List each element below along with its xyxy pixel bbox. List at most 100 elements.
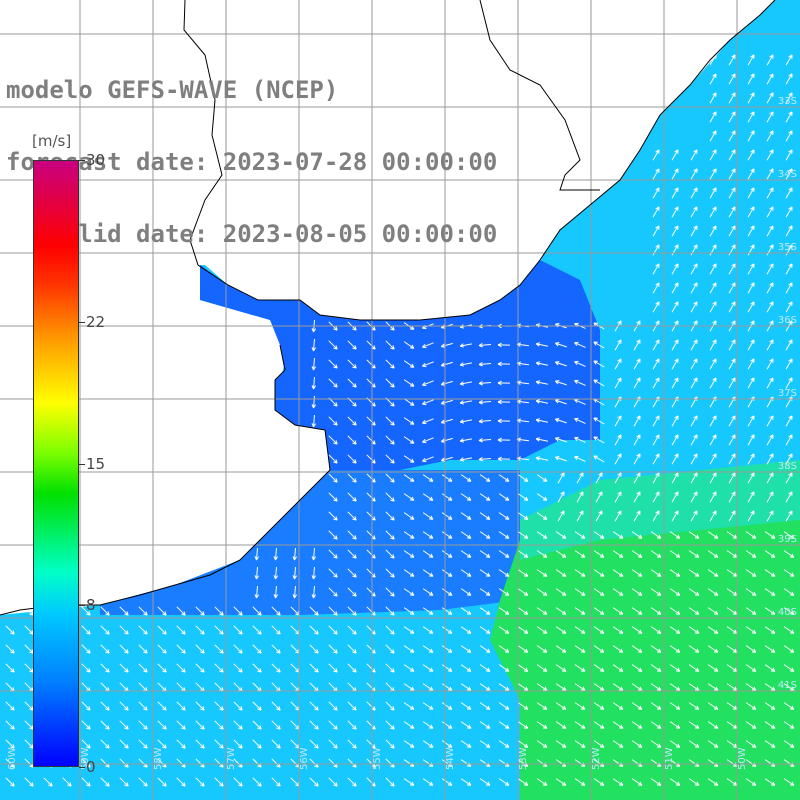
wind-arrow [614,510,622,522]
wind-arrow [766,377,774,389]
wind-arrow [252,625,262,635]
valid-date: valid date: 2023-08-05 00:00:00 [6,220,498,248]
longitude-label: 52W [591,747,602,770]
wind-arrow [460,569,472,577]
wind-arrow [574,759,586,767]
wind-arrow [535,342,549,347]
wind-arrow [347,606,357,616]
wind-arrow [328,454,338,464]
wind-arrow [292,585,298,599]
wind-arrow [254,547,260,561]
wind-arrow [709,472,717,484]
wind-arrow [574,721,586,729]
wind-arrow [422,778,434,786]
wind-arrow [422,645,434,653]
wind-arrow [328,492,338,502]
wind-arrow [728,453,736,465]
wind-arrow [766,73,774,85]
wind-arrow [517,512,529,520]
wind-arrow [176,777,186,787]
wind-arrow [690,510,698,522]
wind-arrow [671,491,679,503]
wind-arrow [557,510,565,522]
wind-arrow [671,187,679,199]
wind-arrow [498,778,510,786]
wind-arrow [5,739,15,749]
wind-arrow [517,664,529,672]
wind-arrow [517,702,529,710]
wind-arrow [747,453,755,465]
wind-arrow [311,452,317,466]
forecast-date: forecast date: 2023-07-28 00:00:00 [6,148,498,176]
wind-arrow [652,282,660,294]
wind-arrow [785,301,793,313]
wind-arrow [157,663,167,673]
longitude-label: 55W [372,747,383,770]
wind-arrow [497,380,511,386]
wind-arrow [709,301,717,313]
wind-arrow [441,759,453,767]
wind-arrow [593,569,605,577]
wind-arrow [422,399,434,406]
wind-arrow [536,569,548,577]
wind-arrow [783,550,795,558]
wind-arrow [783,683,795,691]
wind-arrow [688,607,700,615]
wind-arrow [709,339,717,351]
wind-arrow [328,549,338,559]
wind-arrow [747,377,755,389]
wind-arrow [671,434,679,446]
latitude-label: 36S [778,315,797,326]
wind-arrow [555,569,567,577]
latitude-label: 39S [778,534,797,545]
wind-arrow [633,510,641,522]
wind-arrow [593,664,605,672]
wind-arrow [195,739,205,749]
wind-arrow [385,549,395,559]
wind-arrow [650,645,662,653]
wind-arrow [783,759,795,767]
wind-arrow [347,720,357,730]
wind-arrow [593,436,605,444]
wind-arrow [176,606,186,616]
wind-arrow [422,380,434,387]
longitude-label: 57W [226,747,237,770]
wind-arrow [498,683,510,691]
wind-arrow [652,510,660,522]
wind-arrow [688,645,700,653]
wind-arrow [574,531,586,539]
wind-arrow [328,530,338,540]
wind-arrow [536,664,548,672]
wind-arrow [709,73,717,85]
wind-arrow [157,606,167,616]
wind-arrow [403,664,415,672]
wind-arrow [328,416,338,426]
wind-arrow [100,663,110,673]
wind-arrow [403,512,415,520]
wind-arrow [271,644,281,654]
wind-arrow [460,702,472,710]
colorbar-tick-label: 22 [86,312,106,331]
wind-arrow [652,453,660,465]
wind-arrow [764,721,776,729]
wind-arrow [728,282,736,294]
wind-arrow [652,206,660,218]
wind-arrow [347,378,357,388]
wind-arrow [252,663,262,673]
wind-arrow [707,550,719,558]
wind-arrow [593,360,605,368]
wind-arrow [728,263,736,275]
wind-arrow [441,664,453,672]
wind-arrow [745,607,757,615]
wind-arrow [593,379,605,387]
wind-arrow [650,588,662,596]
wind-arrow [498,626,510,634]
wind-arrow [176,663,186,673]
wind-arrow [709,149,717,161]
wind-arrow [81,701,91,711]
wind-arrow [138,644,148,654]
wind-arrow [555,702,567,710]
wind-arrow [745,702,757,710]
wind-arrow [745,778,757,786]
wind-arrow [555,759,567,767]
